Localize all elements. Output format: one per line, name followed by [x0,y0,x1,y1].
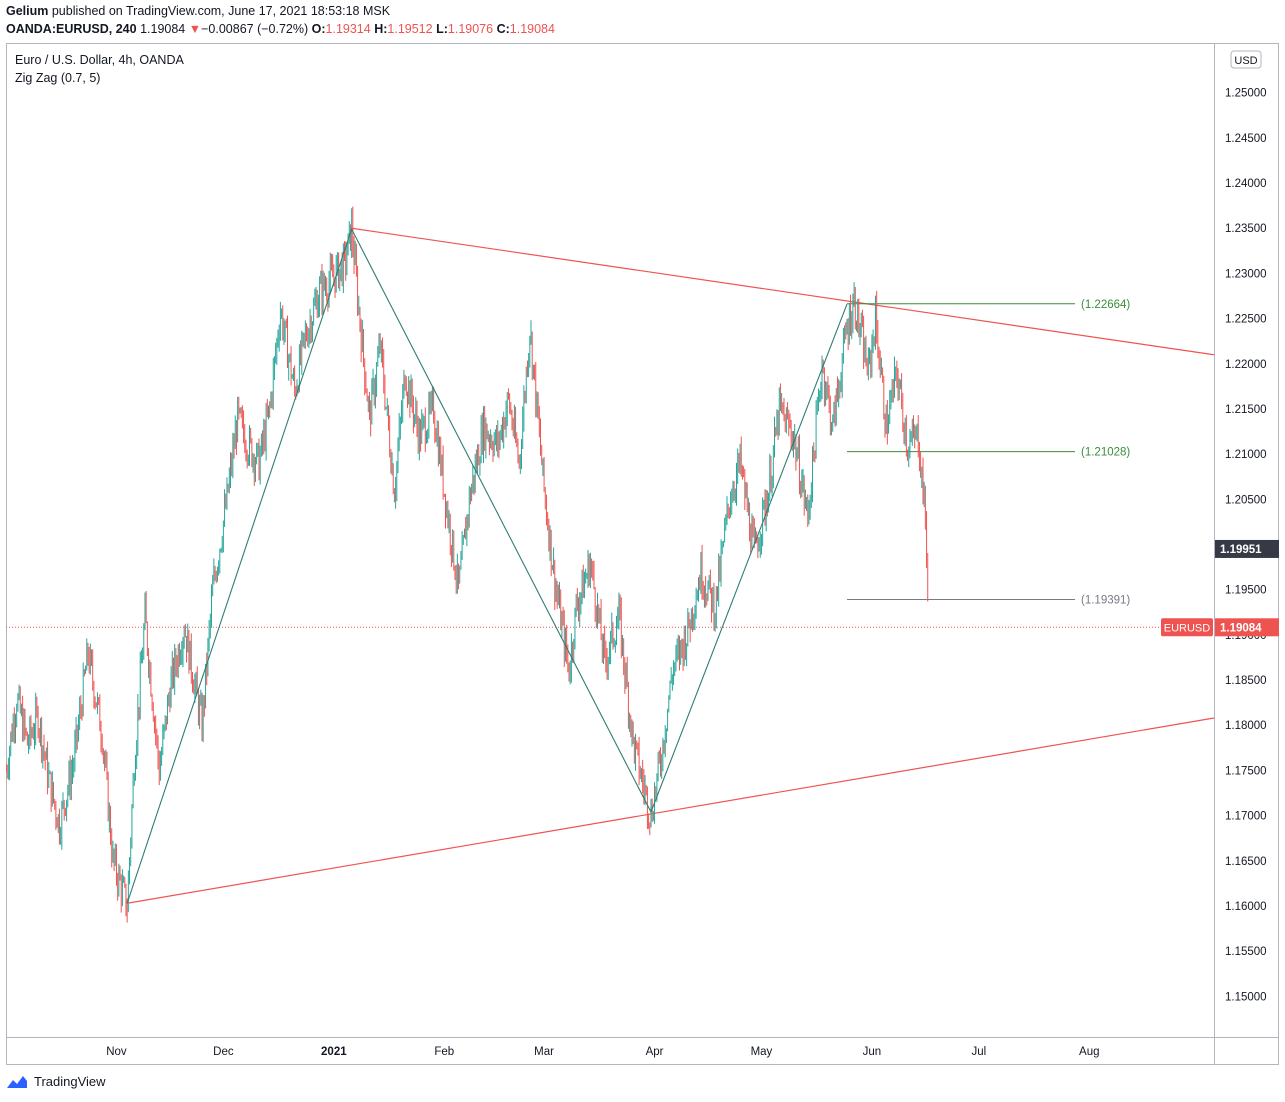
ohlc-line: OANDA:EURUSD, 240 1.19084 ▼−0.00867 (−0.… [6,22,555,36]
price-tick-label: 1.15500 [1225,946,1267,958]
time-tick-label: 2021 [321,1046,347,1058]
level-label: (1.22664) [1081,299,1130,311]
footer-brand[interactable]: TradingView [34,1074,106,1089]
level-label: (1.19391) [1081,595,1130,607]
low-value: 1.19076 [447,22,494,36]
time-tick-label: Feb [434,1046,454,1058]
time-tick-label: Mar [534,1046,554,1058]
instrument-title[interactable]: Euro / U.S. Dollar, 4h, OANDA [15,53,184,67]
price-tick-label: 1.19500 [1225,585,1267,597]
price-label-text: 1.19951 [1220,544,1262,556]
time-tick-label: Apr [646,1046,664,1058]
currency-badge[interactable]: USD [1230,50,1262,69]
last-price: 1.19084 [140,22,186,36]
price-tick-label: 1.17000 [1225,811,1267,823]
currency-label: USD [1234,55,1257,67]
price-tick-label: 1.24000 [1225,178,1267,190]
candles [5,206,929,923]
price-chart[interactable]: (1.22664) (1.21028) (1.19391) 1.15000 1.155… [5,43,1279,1065]
published-text: published on TradingView.com, June 17, 2… [51,4,391,18]
price-tick-label: 1.20500 [1225,494,1267,506]
trendline [127,717,1215,904]
tradingview-logo-icon [7,1075,27,1088]
symbol-label-box [1161,618,1213,637]
close-label: C: [496,22,510,36]
price-tick-label: 1.18000 [1225,720,1267,732]
price-tick-label: 1.16500 [1225,856,1267,868]
time-axis[interactable]: Nov Dec 2021 Feb Mar Apr May Jun Jul Aug [106,1046,1099,1058]
open-label: O: [311,22,326,36]
price-tick-label: 1.23000 [1225,268,1267,280]
time-tick-label: Nov [106,1046,127,1058]
time-tick-label: Dec [213,1046,234,1058]
price-tick-label: 1.16000 [1225,901,1267,913]
price-tick-label: 1.23500 [1225,223,1267,235]
price-tick-label: 1.25000 [1225,88,1267,100]
trendlines [127,227,1215,904]
price-tick-label: 1.21000 [1225,449,1267,461]
legend: Euro / U.S. Dollar, 4h, OANDA Zig Zag (0… [15,53,184,85]
horizontal-levels: (1.22664) (1.21028) (1.19391) [6,299,1214,628]
price-label-text: 1.19084 [1220,622,1262,634]
level-label: (1.21028) [1081,447,1130,459]
change-value: −0.00867 (−0.72%) [201,22,309,36]
symbol-label-text: EURUSD [1164,622,1211,634]
price-tick-label: 1.22000 [1225,359,1267,371]
chart-border [6,43,1279,1065]
change-down-icon: ▼ [188,22,202,36]
price-tick-label: 1.18500 [1225,675,1267,687]
symbol-label: OANDA:EURUSD, 240 [6,22,137,36]
indicator-title[interactable]: Zig Zag (0.7, 5) [15,71,100,85]
price-tick-label: 1.21500 [1225,404,1267,416]
time-tick-label: Aug [1079,1046,1099,1058]
footer: TradingView [6,1074,106,1089]
zigzag-indicator [126,227,848,904]
price-labels: 1.19951 1.19084 EURUSD [1161,539,1279,637]
close-value: 1.19084 [509,22,555,36]
price-tick-label: 1.15000 [1225,991,1267,1003]
zigzag-line [126,227,848,904]
high-label: H: [374,22,388,36]
price-tick-label: 1.22500 [1225,314,1267,326]
time-tick-label: Jun [863,1046,882,1058]
high-value: 1.19512 [387,22,433,36]
price-tick-label: 1.17500 [1225,765,1267,777]
trendline [351,227,1215,356]
time-tick-label: Jul [971,1046,986,1058]
price-tick-label: 1.24500 [1225,133,1267,145]
chart-panel[interactable]: (1.22664) (1.21028) (1.19391) 1.15000 1.155… [5,43,1279,1065]
publish-info: Gelium published on TradingView.com, Jun… [6,4,390,18]
author-name[interactable]: Gelium [6,4,49,18]
low-label: L: [436,22,448,36]
price-label-box [1215,539,1279,558]
price-label-box [1215,618,1279,637]
time-tick-label: May [751,1046,773,1058]
open-value: 1.19314 [325,22,371,36]
